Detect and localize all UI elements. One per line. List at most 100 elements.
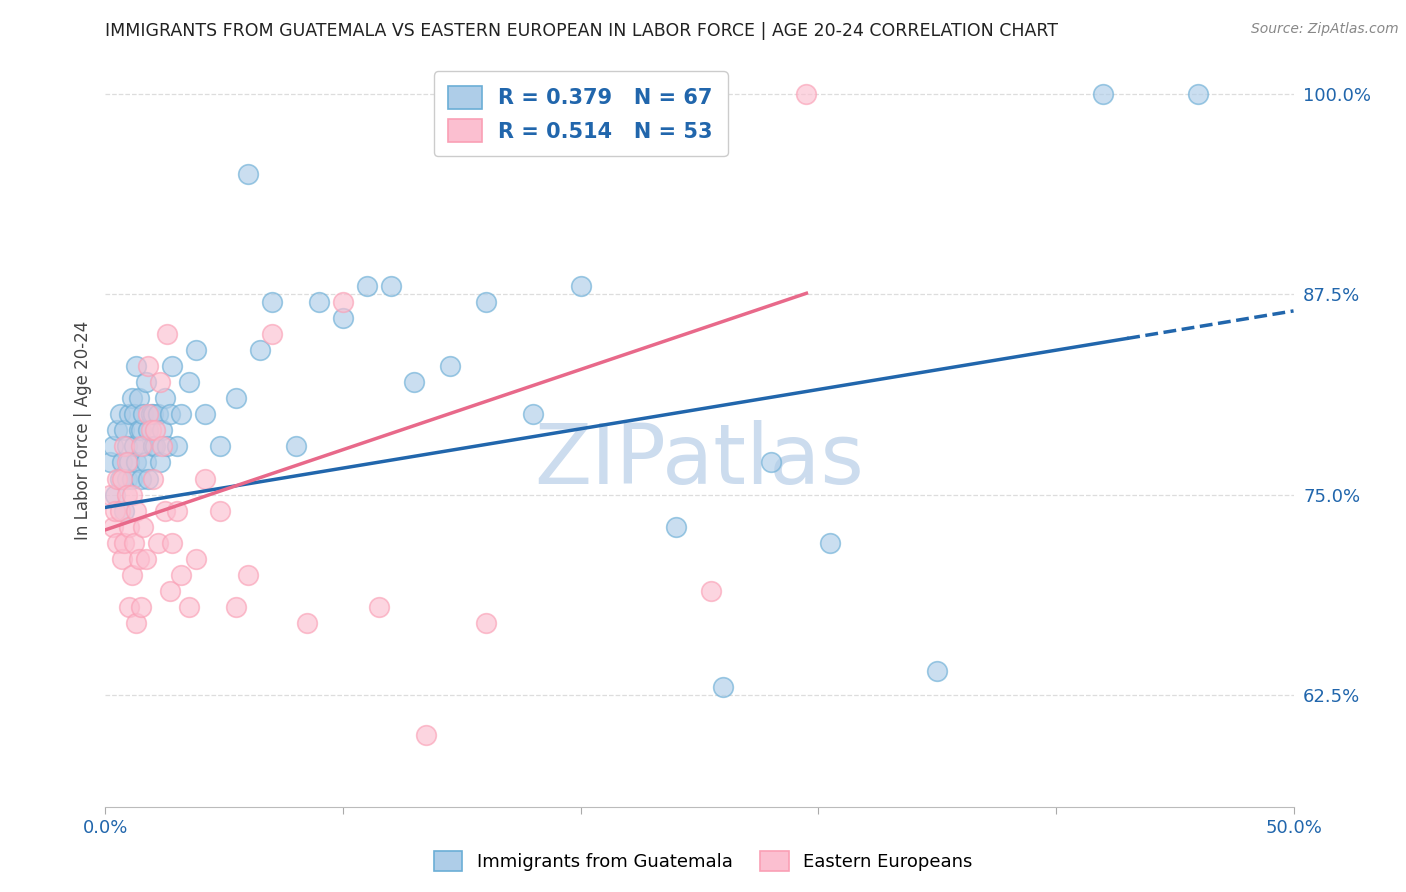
Point <box>194 471 217 485</box>
Point <box>156 327 179 342</box>
Y-axis label: In Labor Force | Age 20-24: In Labor Force | Age 20-24 <box>73 321 91 540</box>
Point <box>759 455 782 469</box>
Point <box>818 535 841 549</box>
Point <box>114 439 136 453</box>
Point <box>159 583 181 598</box>
Point <box>135 551 157 566</box>
Point <box>105 424 128 438</box>
Point <box>108 503 131 517</box>
Point <box>136 471 159 485</box>
Point <box>146 535 169 549</box>
Point <box>125 359 148 374</box>
Point <box>332 311 354 326</box>
Point <box>128 424 150 438</box>
Point <box>104 487 127 501</box>
Text: ZIPatlas: ZIPatlas <box>534 420 865 501</box>
Point <box>249 343 271 358</box>
Point <box>146 408 169 422</box>
Point <box>142 439 165 453</box>
Point <box>166 439 188 453</box>
Point <box>522 408 544 422</box>
Point <box>166 503 188 517</box>
Point <box>118 408 141 422</box>
Point <box>132 408 155 422</box>
Point <box>111 471 134 485</box>
Point <box>111 551 134 566</box>
Point <box>132 519 155 533</box>
Point <box>136 408 159 422</box>
Point <box>170 408 193 422</box>
Point <box>156 439 179 453</box>
Point <box>115 455 138 469</box>
Point <box>260 327 283 342</box>
Point <box>132 439 155 453</box>
Point <box>136 424 159 438</box>
Point <box>101 519 124 533</box>
Point <box>114 424 136 438</box>
Point <box>152 439 174 453</box>
Point <box>1092 87 1115 101</box>
Point <box>796 87 818 101</box>
Point <box>159 408 181 422</box>
Point <box>236 567 259 582</box>
Point <box>143 439 166 453</box>
Point <box>108 408 131 422</box>
Point <box>114 535 136 549</box>
Point <box>153 392 176 406</box>
Point <box>474 295 496 310</box>
Point <box>121 392 143 406</box>
Point <box>925 664 948 678</box>
Point <box>118 455 141 469</box>
Point <box>129 599 152 614</box>
Point <box>142 408 165 422</box>
Point <box>122 408 145 422</box>
Point <box>569 279 592 293</box>
Point <box>149 455 172 469</box>
Point <box>415 728 437 742</box>
Point <box>114 503 136 517</box>
Point <box>125 455 148 469</box>
Point <box>225 599 247 614</box>
Text: IMMIGRANTS FROM GUATEMALA VS EASTERN EUROPEAN IN LABOR FORCE | AGE 20-24 CORRELA: IMMIGRANTS FROM GUATEMALA VS EASTERN EUR… <box>105 22 1059 40</box>
Point <box>111 455 134 469</box>
Point <box>135 376 157 390</box>
Point <box>128 551 150 566</box>
Legend: Immigrants from Guatemala, Eastern Europeans: Immigrants from Guatemala, Eastern Europ… <box>426 844 980 879</box>
Point <box>129 471 152 485</box>
Point <box>308 295 330 310</box>
Point <box>118 599 141 614</box>
Point <box>474 615 496 630</box>
Point <box>153 503 176 517</box>
Point <box>115 439 138 453</box>
Point <box>260 295 283 310</box>
Point <box>136 359 159 374</box>
Point <box>184 343 207 358</box>
Point <box>135 455 157 469</box>
Point <box>208 439 231 453</box>
Point <box>439 359 461 374</box>
Legend: R = 0.379   N = 67, R = 0.514   N = 53: R = 0.379 N = 67, R = 0.514 N = 53 <box>434 71 727 156</box>
Point <box>122 535 145 549</box>
Point <box>128 392 150 406</box>
Point <box>98 487 121 501</box>
Point <box>129 424 152 438</box>
Point <box>700 583 723 598</box>
Point <box>177 376 200 390</box>
Point <box>194 408 217 422</box>
Point <box>149 376 172 390</box>
Point <box>1187 87 1209 101</box>
Point <box>118 519 141 533</box>
Point <box>569 87 592 101</box>
Point <box>160 359 183 374</box>
Point <box>105 471 128 485</box>
Point <box>208 503 231 517</box>
Point <box>404 376 426 390</box>
Point <box>129 439 152 453</box>
Point <box>160 535 183 549</box>
Point <box>152 424 174 438</box>
Point <box>177 599 200 614</box>
Point <box>367 599 389 614</box>
Point <box>115 487 138 501</box>
Point <box>122 439 145 453</box>
Point <box>98 455 121 469</box>
